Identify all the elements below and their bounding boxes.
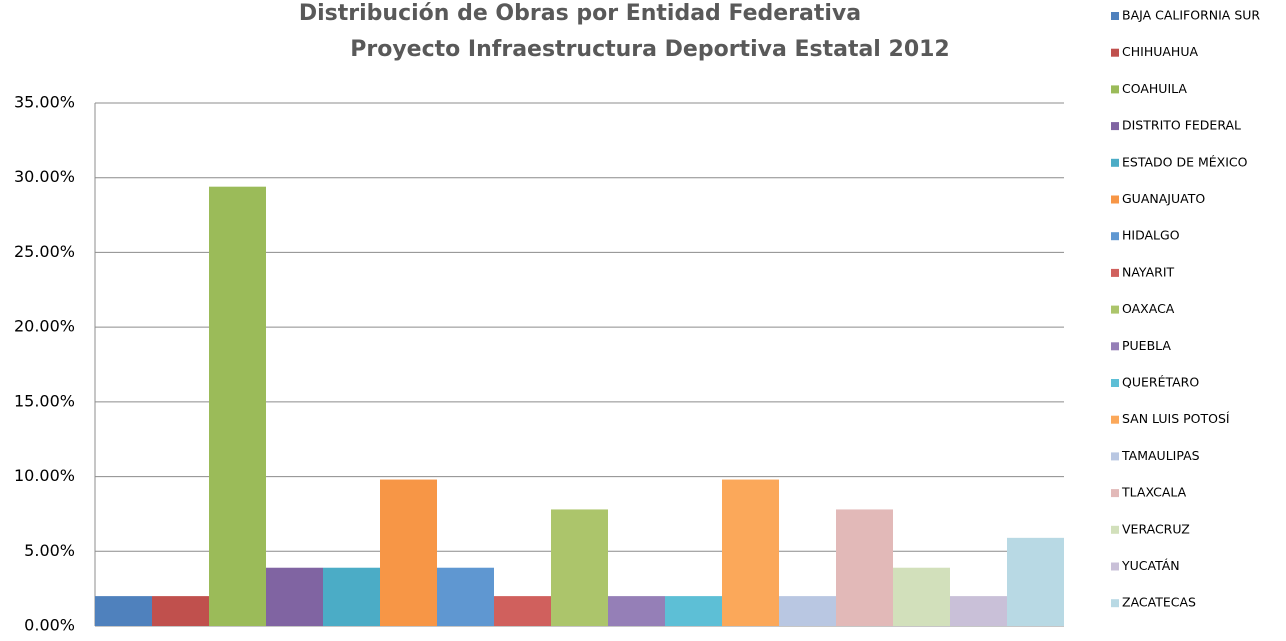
legend-swatch bbox=[1111, 452, 1119, 461]
legend-swatch bbox=[1111, 48, 1119, 57]
bar bbox=[209, 186, 266, 626]
legend-label: QUERÉTARO bbox=[1122, 375, 1199, 390]
bar bbox=[1007, 537, 1064, 626]
chart-title: Proyecto Infraestructura Deportiva Estat… bbox=[350, 37, 950, 62]
legend-label: CHIHUAHUA bbox=[1122, 44, 1198, 59]
bar bbox=[722, 479, 779, 626]
legend-label: OAXACA bbox=[1122, 301, 1175, 316]
y-tick-label: 20.00% bbox=[14, 317, 75, 336]
bar bbox=[950, 596, 1007, 626]
legend-swatch bbox=[1111, 342, 1119, 351]
legend-label: VERACRUZ bbox=[1122, 521, 1190, 536]
legend-swatch bbox=[1111, 489, 1119, 498]
legend-swatch bbox=[1111, 85, 1119, 94]
legend-swatch bbox=[1111, 379, 1119, 387]
bar bbox=[494, 596, 551, 626]
legend-swatch bbox=[1111, 562, 1119, 571]
legend-label: YUCATÁN bbox=[1121, 558, 1180, 573]
bar bbox=[836, 509, 893, 626]
legend-swatch bbox=[1111, 158, 1119, 167]
y-tick-label: 35.00% bbox=[14, 93, 75, 112]
legend-label: GUANAJUATO bbox=[1122, 191, 1205, 206]
bar bbox=[266, 567, 323, 626]
bar bbox=[779, 596, 836, 626]
legend-label: DISTRITO FEDERAL bbox=[1122, 118, 1241, 133]
y-tick-label: 25.00% bbox=[14, 242, 75, 261]
bar bbox=[437, 567, 494, 626]
y-tick-label: 0.00% bbox=[24, 616, 75, 635]
legend-swatch bbox=[1111, 599, 1119, 608]
legend-swatch bbox=[1111, 305, 1119, 314]
legend-swatch bbox=[1111, 525, 1119, 534]
bar bbox=[95, 596, 152, 626]
legend-label: HIDALGO bbox=[1122, 228, 1180, 243]
legend-swatch bbox=[1111, 122, 1119, 131]
legend-swatch bbox=[1111, 268, 1119, 277]
bar bbox=[551, 509, 608, 626]
legend-swatch bbox=[1111, 415, 1119, 424]
legend-label: ESTADO DE MÉXICO bbox=[1122, 154, 1248, 169]
y-tick-label: 15.00% bbox=[14, 391, 75, 410]
y-tick-label: 5.00% bbox=[24, 541, 75, 560]
bar bbox=[380, 479, 437, 626]
legend-label: SAN LUIS POTOSÍ bbox=[1122, 411, 1230, 426]
bar bbox=[323, 567, 380, 626]
chart-title: Distribución de Obras por Entidad Federa… bbox=[299, 1, 861, 26]
legend-swatch bbox=[1111, 232, 1119, 241]
bar bbox=[665, 596, 722, 626]
bar bbox=[608, 596, 665, 626]
legend-label: PUEBLA bbox=[1122, 338, 1171, 353]
legend-label: COAHUILA bbox=[1122, 81, 1187, 96]
bar bbox=[893, 567, 950, 626]
bar bbox=[152, 596, 209, 626]
legend-swatch bbox=[1111, 12, 1119, 20]
y-tick-label: 30.00% bbox=[14, 167, 75, 186]
legend-swatch bbox=[1111, 195, 1119, 204]
legend-label: TLAXCALA bbox=[1121, 485, 1187, 500]
legend-label: ZACATECAS bbox=[1122, 595, 1196, 610]
legend-label: NAYARIT bbox=[1122, 264, 1175, 279]
y-tick-label: 10.00% bbox=[14, 466, 75, 485]
legend-label: TAMAULIPAS bbox=[1121, 448, 1200, 463]
legend-label: BAJA CALIFORNIA SUR bbox=[1122, 8, 1260, 23]
